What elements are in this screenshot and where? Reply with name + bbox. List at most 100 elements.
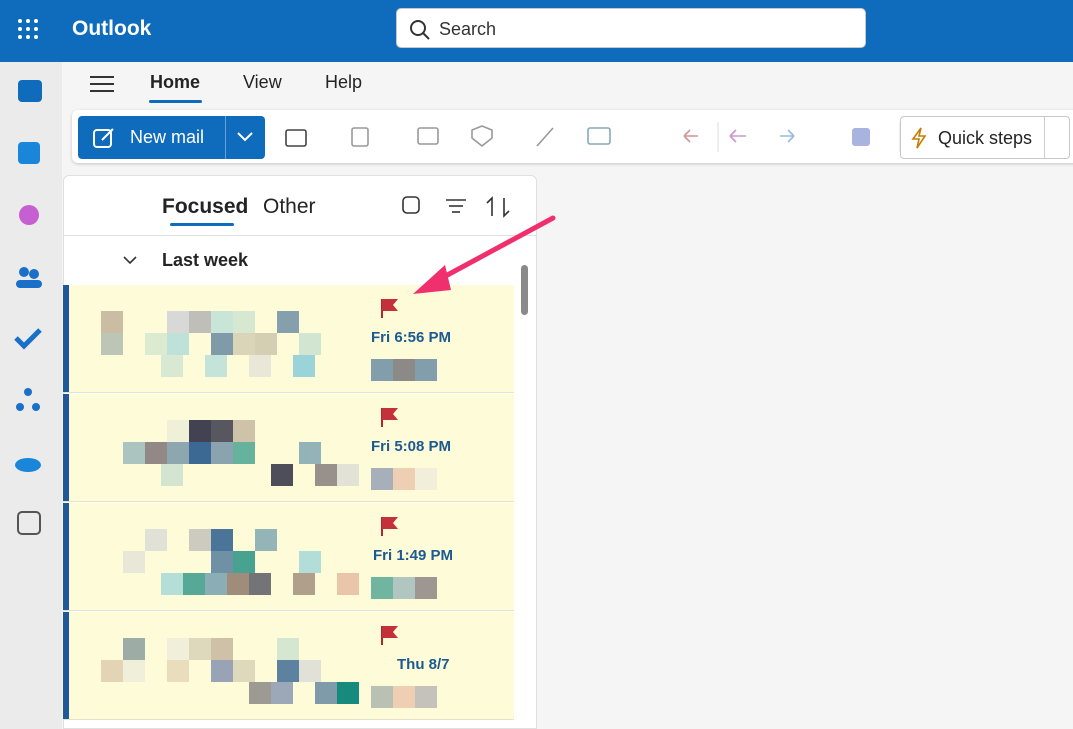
redacted-block (415, 468, 437, 490)
group-header: Last week (162, 250, 249, 270)
mail-item[interactable]: Fri 1:49 PM (63, 503, 514, 611)
redacted-block (211, 529, 233, 551)
mail-item[interactable]: Thu 8/7 (63, 612, 514, 720)
redacted-block (123, 551, 145, 573)
search-icon (410, 20, 430, 40)
received-time: Fri 6:56 PM (371, 329, 452, 346)
top-bar: Outlook Search (0, 0, 1073, 62)
redacted-block (255, 333, 277, 355)
menu-button[interactable] (90, 74, 114, 94)
redacted-block (145, 333, 167, 355)
redacted-block (227, 573, 249, 595)
redacted-block (371, 686, 393, 708)
redacted-block (293, 355, 315, 377)
redacted-block (211, 551, 233, 573)
new-mail-label: New mail (130, 127, 205, 147)
redacted-block (233, 442, 255, 464)
redacted-block (205, 573, 227, 595)
redacted-block (393, 686, 415, 708)
redacted-block (371, 577, 393, 599)
redacted-block (233, 660, 255, 682)
quick-steps-button[interactable]: Quick steps (900, 116, 1070, 159)
redacted-block (277, 638, 299, 660)
flag-icon[interactable] (379, 406, 401, 428)
quick-steps-label: Quick steps (938, 128, 1033, 148)
unread-bar (63, 612, 69, 719)
flag-icon[interactable] (379, 624, 401, 646)
app-launcher[interactable] (17, 18, 41, 42)
flag-icon[interactable] (379, 297, 401, 319)
ribbon-tab[interactable]: View (243, 72, 282, 92)
ribbon-tab[interactable]: Help (325, 72, 363, 92)
redacted-block (337, 464, 359, 486)
unread-bar (63, 503, 69, 610)
mail-item[interactable]: Fri 6:56 PM (63, 285, 514, 393)
redacted-block (123, 660, 145, 682)
received-time: Fri 1:49 PM (373, 547, 454, 564)
redacted-block (337, 573, 359, 595)
redacted-block (211, 442, 233, 464)
search-box[interactable]: Search (396, 8, 866, 48)
unread-bar (63, 394, 69, 501)
redacted-block (249, 573, 271, 595)
redacted-block (371, 468, 393, 490)
divider (1044, 117, 1045, 158)
focused-indicator (170, 223, 234, 226)
redacted-block (167, 660, 189, 682)
redacted-block (167, 333, 189, 355)
redacted-block (271, 682, 293, 704)
redacted-block (415, 359, 437, 381)
redacted-block (189, 529, 211, 551)
collapse-chevron[interactable] (122, 254, 138, 266)
redacted-block (277, 660, 299, 682)
redacted-block (161, 573, 183, 595)
redacted-block (233, 551, 255, 573)
redacted-block (145, 442, 167, 464)
new-mail-button[interactable]: New mail (78, 116, 265, 159)
redacted-block (211, 420, 233, 442)
redacted-block (393, 359, 415, 381)
list-tab[interactable]: Other (263, 195, 316, 218)
compose-icon (93, 128, 114, 148)
redacted-block (299, 660, 321, 682)
received-time: Fri 5:08 PM (371, 438, 452, 455)
redacted-block (189, 420, 211, 442)
redacted-block (233, 333, 255, 355)
redacted-block (249, 682, 271, 704)
rail-icons (14, 80, 42, 535)
redacted-block (161, 355, 183, 377)
list-tab[interactable]: Focused (162, 195, 249, 218)
scrollbar-thumb[interactable] (521, 265, 528, 315)
divider (225, 116, 226, 159)
redacted-block (415, 686, 437, 708)
redacted-block (299, 333, 321, 355)
list-tools[interactable] (400, 194, 515, 220)
redacted-block (277, 311, 299, 333)
redacted-block (161, 464, 183, 486)
lightning-icon (911, 127, 927, 149)
app-name: Outlook (72, 17, 152, 40)
redacted-block (167, 638, 189, 660)
redacted-block (101, 333, 123, 355)
redacted-block (393, 468, 415, 490)
redacted-block (315, 464, 337, 486)
mail-item[interactable]: Fri 5:08 PM (63, 394, 514, 502)
redacted-block (337, 682, 359, 704)
redacted-block (167, 311, 189, 333)
redacted-block (101, 311, 123, 333)
ribbon-tab[interactable]: Home (150, 72, 201, 92)
redacted-block (167, 420, 189, 442)
search-placeholder: Search (439, 19, 497, 39)
redacted-block (189, 442, 211, 464)
redacted-block (211, 638, 233, 660)
redacted-block (299, 551, 321, 573)
toolbar-icons (285, 122, 901, 152)
redacted-block (255, 529, 277, 551)
active-tab-indicator (149, 100, 202, 103)
flag-icon[interactable] (379, 515, 401, 537)
dropdown-chevron[interactable] (236, 131, 254, 143)
redacted-block (371, 359, 393, 381)
unread-bar (63, 285, 69, 392)
